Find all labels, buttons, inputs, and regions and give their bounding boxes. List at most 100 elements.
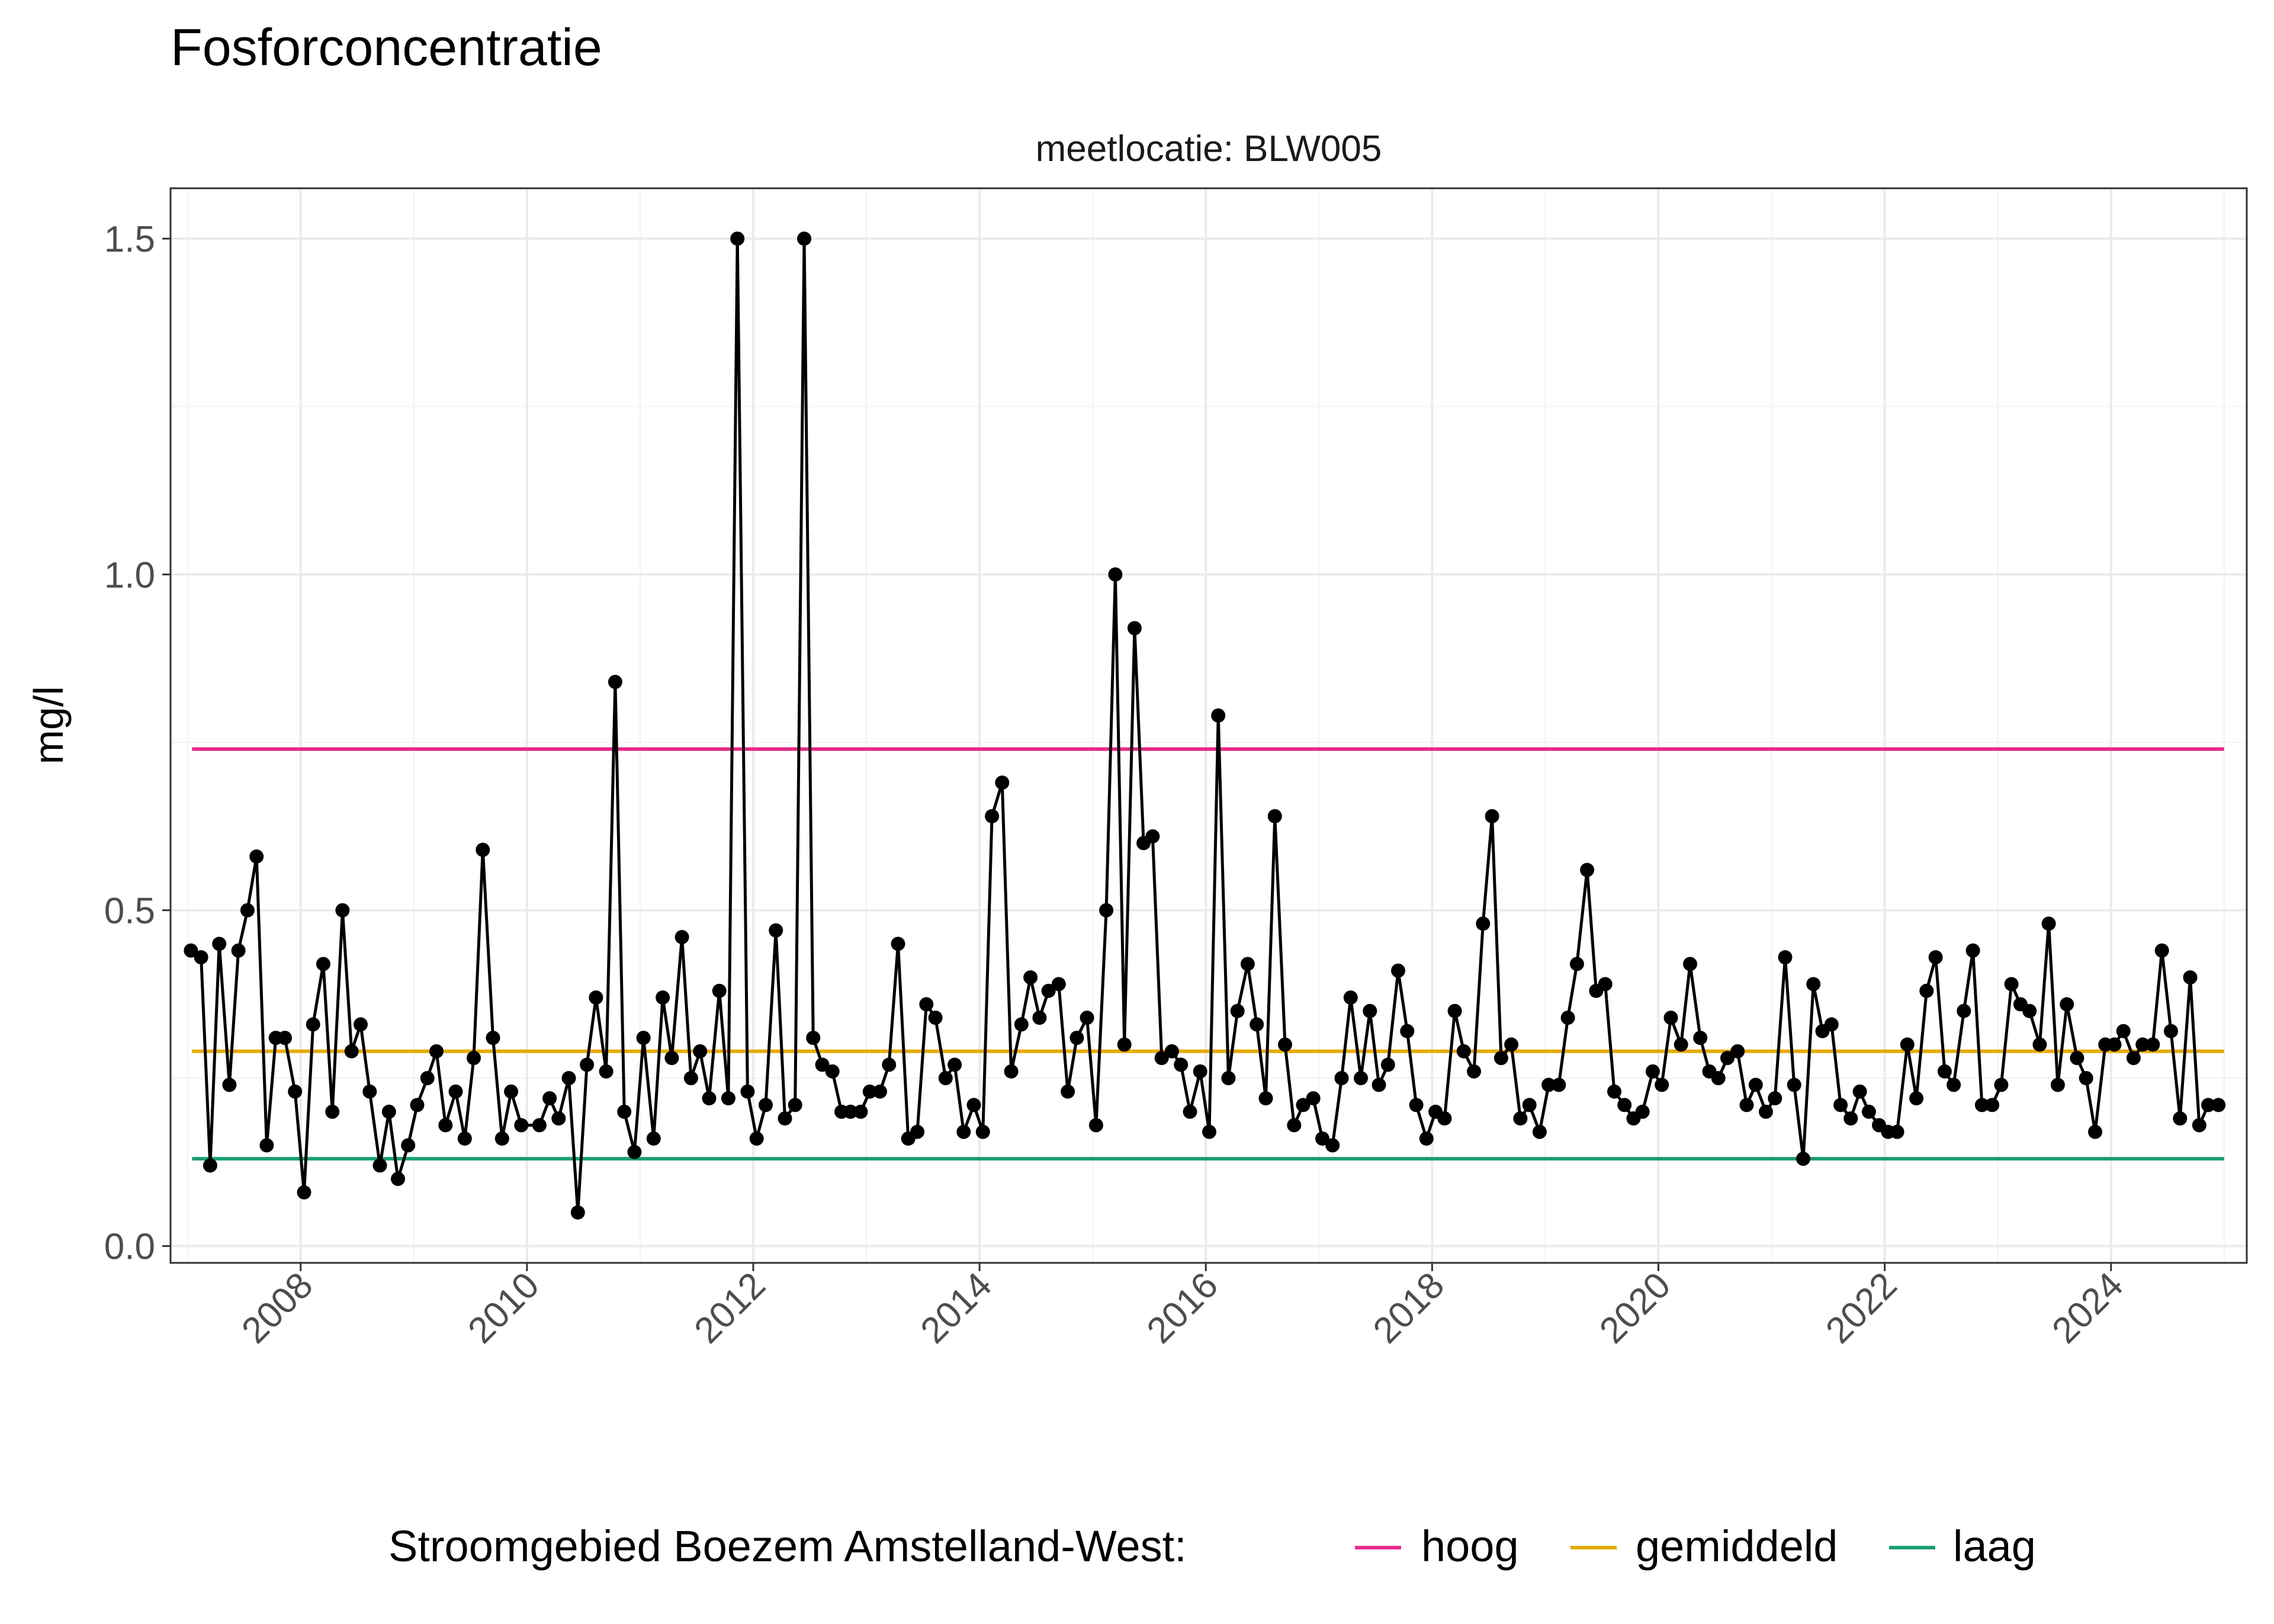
data-point <box>1513 1111 1528 1126</box>
x-tick-label: 2008 <box>234 1265 320 1351</box>
data-point <box>1861 1104 1876 1119</box>
x-tick-label: 2024 <box>2044 1265 2131 1351</box>
data-point <box>1965 943 1980 958</box>
data-point <box>1183 1104 1197 1119</box>
data-point <box>2192 1118 2206 1133</box>
data-point <box>1833 1098 1848 1112</box>
data-point <box>995 775 1010 790</box>
data-point <box>316 957 330 972</box>
data-point <box>825 1064 840 1079</box>
data-point <box>1787 1078 1801 1092</box>
data-point <box>448 1084 463 1099</box>
data-point <box>1456 1044 1471 1059</box>
data-point <box>2154 943 2169 958</box>
data-point <box>2041 916 2056 931</box>
data-point <box>429 1044 444 1059</box>
data-point <box>1560 1011 1575 1025</box>
data-point <box>1806 977 1821 992</box>
data-series <box>184 231 2226 1220</box>
data-point <box>1409 1098 1424 1112</box>
data-point <box>1051 977 1066 992</box>
data-point <box>1023 970 1038 985</box>
data-point <box>1325 1138 1340 1153</box>
data-point <box>797 231 811 246</box>
data-point <box>948 1057 962 1072</box>
data-point <box>1267 809 1282 824</box>
data-point <box>882 1057 897 1072</box>
y-tick-label: 0.5 <box>104 890 155 931</box>
facet-label: meetlocatie: BLW005 <box>1036 128 1382 169</box>
data-point <box>1117 1037 1132 1052</box>
data-point <box>1635 1104 1650 1119</box>
data-point <box>1354 1071 1368 1085</box>
legend: Stroomgebied Boezem Amstelland-West: hoo… <box>388 1522 2036 1571</box>
data-point <box>1278 1037 1292 1052</box>
data-point <box>1645 1064 1660 1079</box>
data-point <box>656 990 670 1005</box>
data-point <box>2050 1078 2065 1092</box>
data-point <box>1947 1078 1961 1092</box>
legend-label-hoog: hoog <box>1421 1522 1519 1571</box>
data-point <box>222 1078 237 1092</box>
data-point <box>2032 1037 2047 1052</box>
data-point <box>1032 1011 1047 1025</box>
data-point <box>938 1071 953 1085</box>
data-point <box>862 1084 877 1099</box>
data-point <box>249 849 264 864</box>
data-point <box>297 1185 311 1199</box>
data-point <box>457 1131 472 1146</box>
data-point <box>1957 1004 1971 1018</box>
data-point <box>212 937 227 951</box>
x-tick-label: 2016 <box>1139 1265 1226 1351</box>
data-point <box>1937 1064 1952 1079</box>
data-point <box>372 1158 387 1173</box>
data-point <box>2107 1037 2122 1052</box>
plot-panel <box>171 188 2247 1263</box>
data-point <box>1730 1044 1745 1059</box>
data-point <box>664 1051 679 1065</box>
data-point <box>1230 1004 1245 1018</box>
x-tick-label: 2020 <box>1592 1265 1678 1351</box>
data-point <box>2079 1071 2093 1085</box>
data-point <box>561 1071 576 1085</box>
data-point <box>1211 708 1226 723</box>
data-point <box>362 1084 377 1099</box>
data-point <box>1598 977 1613 992</box>
data-point <box>910 1124 924 1139</box>
x-tick-label: 2018 <box>1366 1265 1452 1351</box>
x-axis: 2008 2010 2012 2014 2016 2018 2020 2022 2024 <box>234 1263 2131 1351</box>
data-point <box>853 1104 868 1119</box>
data-point <box>1485 809 1499 824</box>
data-point <box>381 1104 396 1119</box>
data-point <box>1890 1124 1904 1139</box>
x-tick-label: 2012 <box>687 1265 773 1351</box>
data-point <box>391 1172 405 1186</box>
data-point <box>1532 1124 1547 1139</box>
data-point <box>1061 1084 1075 1099</box>
y-tick-label: 1.5 <box>104 219 155 260</box>
y-axis: 0.0 0.5 1.0 1.5 <box>104 219 171 1268</box>
data-point <box>344 1044 359 1059</box>
data-point <box>636 1031 651 1045</box>
data-point <box>1334 1071 1349 1085</box>
legend-title: Stroomgebied Boezem Amstelland-West: <box>388 1522 1187 1571</box>
data-point <box>1748 1078 1763 1092</box>
data-point <box>1287 1118 1302 1133</box>
data-point <box>702 1091 717 1106</box>
data-point <box>1683 957 1697 972</box>
data-point <box>1711 1071 1726 1085</box>
y-tick-label: 1.0 <box>104 555 155 596</box>
data-point <box>1419 1131 1434 1146</box>
data-point <box>1380 1057 1395 1072</box>
data-point <box>1522 1098 1537 1112</box>
data-point <box>1221 1071 1236 1085</box>
data-point <box>1014 1017 1029 1032</box>
data-point <box>1569 957 1584 972</box>
data-point <box>1088 1118 1103 1133</box>
data-point <box>1258 1091 1273 1106</box>
data-point <box>2088 1124 2102 1139</box>
data-point <box>1900 1037 1915 1052</box>
data-point <box>486 1031 500 1045</box>
data-point <box>1843 1111 1858 1126</box>
x-tick-label: 2022 <box>1818 1265 1904 1351</box>
